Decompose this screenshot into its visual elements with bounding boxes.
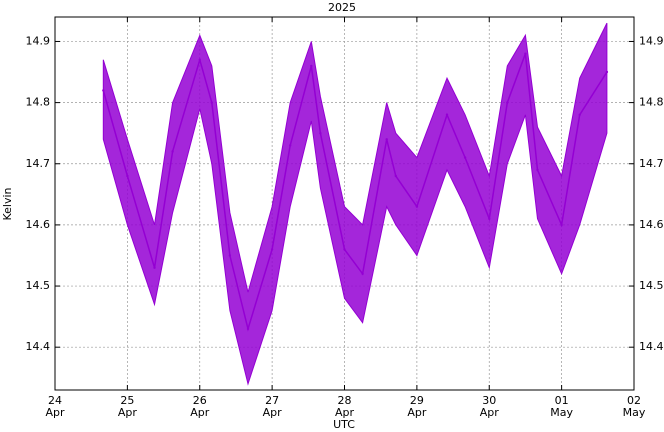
data-point — [463, 156, 467, 159]
data-point — [270, 248, 274, 251]
data-point — [319, 132, 322, 135]
y-axis-label: Kelvin — [1, 187, 14, 220]
data-point — [578, 113, 581, 117]
y-ticks-right: 14.4 14.5 14.6 14.7 14.8 14.9 — [629, 34, 664, 353]
x-tick-month: May — [623, 406, 646, 419]
y-tick-label-right: 14.8 — [639, 96, 664, 109]
x-tick-day: 26 — [193, 394, 207, 407]
y-tick-label-left: 14.9 — [26, 34, 51, 47]
data-point — [445, 113, 449, 117]
y-tick-label-left: 14.5 — [26, 279, 51, 292]
data-point — [560, 223, 563, 227]
data-point — [228, 254, 232, 257]
x-tick-month: Apr — [263, 406, 283, 419]
y-ticks-left: 14.4 14.5 14.6 14.7 14.8 14.9 — [26, 34, 60, 353]
x-tick-month: Apr — [407, 406, 427, 419]
data-point — [198, 58, 201, 61]
y-tick-label-left: 14.8 — [26, 96, 51, 109]
data-point — [126, 174, 129, 178]
data-point — [385, 138, 388, 141]
chart-title: 2025 — [328, 1, 356, 14]
data-point — [524, 52, 527, 55]
data-point — [394, 174, 397, 178]
data-point — [210, 101, 213, 104]
data-point — [102, 89, 105, 92]
y-tick-label-left: 14.6 — [26, 218, 51, 231]
x-tick-day: 01 — [555, 394, 569, 407]
series-band — [102, 22, 608, 386]
data-point — [361, 272, 364, 275]
data-point — [506, 101, 509, 104]
y-tick-label-right: 14.9 — [639, 34, 664, 47]
y-tick-label-right: 14.5 — [639, 279, 664, 292]
x-tick-day: 27 — [265, 394, 279, 407]
x-tick-month: Apr — [335, 406, 355, 419]
data-point — [343, 248, 346, 251]
data-point — [488, 217, 491, 220]
x-tick-day: 28 — [338, 394, 352, 407]
data-point — [415, 205, 419, 208]
y-tick-label-right: 14.4 — [639, 340, 664, 353]
y-tick-label-right: 14.7 — [639, 157, 664, 170]
x-tick-day: 24 — [48, 394, 62, 407]
data-point — [310, 64, 313, 68]
data-point — [153, 266, 156, 269]
series-line — [102, 53, 608, 332]
x-tick-month: Apr — [118, 406, 138, 419]
x-ticks: 24Apr25Apr26Apr27Apr28Apr29Apr30Apr01May… — [45, 17, 646, 419]
x-tick-day: 30 — [482, 394, 496, 407]
data-point — [246, 327, 250, 331]
x-tick-month: May — [550, 406, 573, 419]
x-tick-month: Apr — [45, 406, 65, 419]
y-tick-label-left: 14.7 — [26, 157, 51, 170]
data-point — [605, 70, 609, 74]
data-point — [536, 168, 539, 172]
y-tick-label-left: 14.4 — [26, 340, 51, 353]
data-point — [289, 144, 292, 147]
x-axis-label: UTC — [333, 418, 355, 431]
x-tick-day: 02 — [627, 394, 641, 407]
data-point — [171, 150, 174, 153]
x-tick-day: 29 — [410, 394, 424, 407]
x-tick-day: 25 — [120, 394, 134, 407]
y-tick-label-right: 14.6 — [639, 218, 664, 231]
series-area — [102, 22, 609, 386]
x-tick-month: Apr — [480, 406, 500, 419]
x-tick-month: Apr — [190, 406, 210, 419]
